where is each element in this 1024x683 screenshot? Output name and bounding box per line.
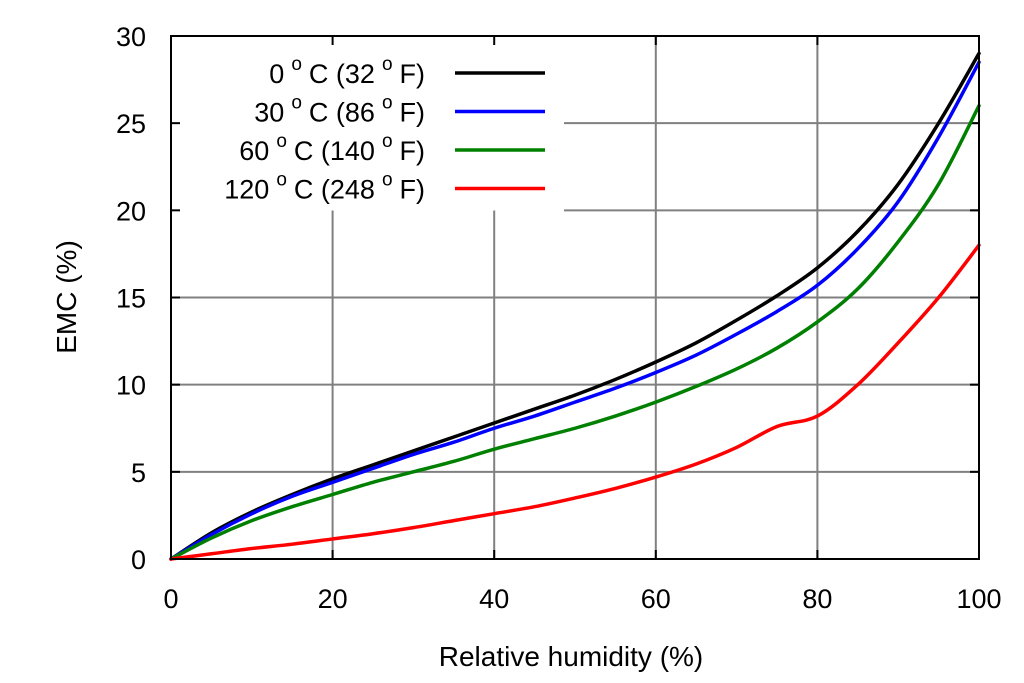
series-line-1 (169, 60, 981, 561)
x-tick-label: 80 (802, 584, 832, 614)
legend-label-3: 120 o C (248 o F) (224, 170, 425, 205)
axis-tick-labels: 0 20 40 60 80 100 0 5 10 15 20 25 30 (116, 22, 1002, 614)
y-tick-label: 10 (116, 371, 146, 401)
legend-text-part: 0 (269, 59, 284, 89)
series-line-3 (169, 243, 981, 561)
x-tick-label: 20 (318, 584, 348, 614)
x-tick-label: 40 (479, 584, 509, 614)
y-tick-label: 15 (116, 284, 146, 314)
x-tick-label: 0 (163, 584, 178, 614)
legend-text-part: o (291, 93, 302, 114)
legend-label-2: 60 o C (140 o F) (239, 131, 425, 166)
legend-text-part: o (276, 170, 287, 191)
y-tick-label: 30 (116, 22, 146, 52)
legend-text-part: F) (400, 98, 425, 128)
x-tick-label: 60 (641, 584, 671, 614)
legend-label-1: 30 o C (86 o F) (254, 93, 425, 128)
series-line-2 (169, 103, 981, 561)
legend-text-part: o (382, 54, 393, 75)
legend-text-part: o (382, 131, 393, 152)
legend-text-part: F) (400, 136, 425, 166)
legend-text-part: C (86 (309, 98, 375, 128)
grid-lines (171, 36, 979, 559)
legend-text-part: o (382, 93, 393, 114)
legend-text-part: C (32 (309, 59, 375, 89)
plot-frame (170, 35, 980, 560)
y-tick-label: 20 (116, 196, 146, 226)
y-tick-label: 0 (131, 545, 146, 575)
series-line-0 (169, 51, 981, 561)
legend-text-part: C (140 (294, 136, 375, 166)
legend-text-part: F) (400, 59, 425, 89)
legend-text-part: o (382, 170, 393, 191)
y-tick-label: 25 (116, 109, 146, 139)
x-axis-label: Relative humidity (%) (439, 641, 704, 672)
legend-text-part: 60 (239, 136, 269, 166)
legend-text-part: C (248 (294, 175, 375, 205)
y-axis-label: EMC (%) (51, 240, 82, 354)
legend-text-part: 30 (254, 98, 284, 128)
y-tick-label: 5 (131, 458, 146, 488)
x-tick-label: 100 (956, 584, 1001, 614)
legend-text-part: o (276, 131, 287, 152)
legend-text-part: 120 (224, 175, 269, 205)
series-lines (169, 51, 981, 561)
legend-text-part: F) (400, 175, 425, 205)
legend-text-part: o (291, 54, 302, 75)
